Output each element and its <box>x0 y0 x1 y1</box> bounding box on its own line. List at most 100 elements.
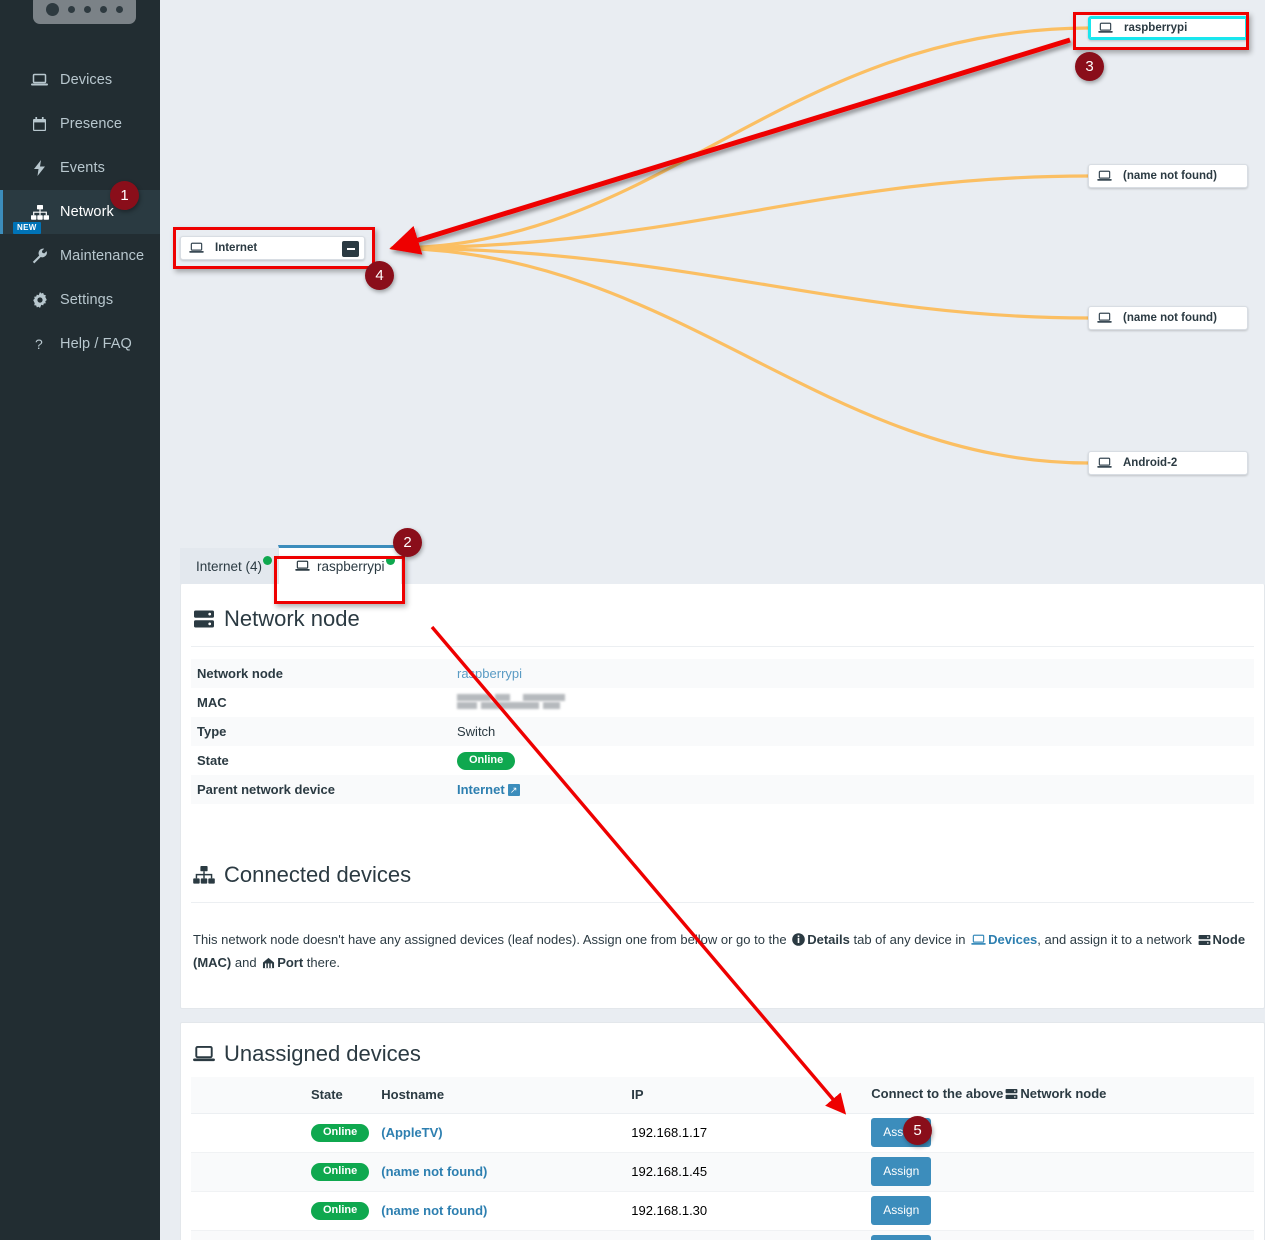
sidebar-item-help-faq[interactable]: ? Help / FAQ <box>0 322 160 366</box>
status-dot-online <box>385 556 395 565</box>
desc-part-2: tab of any device in <box>849 932 970 947</box>
collapse-button[interactable] <box>342 241 359 257</box>
laptop-icon <box>193 1045 215 1063</box>
heading-text: Connected devices <box>224 862 412 887</box>
table-row: Parent network device Internet ↗ <box>191 775 1254 804</box>
table-row: Online (name not found) 192.168.1.45 Ass… <box>191 1152 1254 1192</box>
row-value: raspberrypi <box>451 659 1254 688</box>
devices-link[interactable]: Devices <box>988 932 1038 947</box>
server-rack-icon <box>1198 931 1211 952</box>
cell-action: Assign <box>865 1152 1254 1192</box>
desc-part-3: , and assign it to a network <box>1037 932 1196 947</box>
gear-icon <box>30 292 49 309</box>
hostname-link[interactable]: (name not found) <box>381 1164 488 1179</box>
wrench-icon <box>30 248 49 265</box>
column-state: State <box>191 1077 376 1114</box>
unassigned-devices-table: State Hostname IP Connect to the above Ne… <box>191 1077 1254 1240</box>
logo-blurred-icon <box>33 0 136 24</box>
external-link-icon[interactable]: ↗ <box>507 784 520 796</box>
cell-state: Online <box>191 1230 376 1240</box>
row-key: Parent network device <box>197 782 335 797</box>
topology-node-unknown-2[interactable]: (name not found) <box>1088 306 1248 330</box>
new-badge: NEW <box>13 222 41 234</box>
app-logo[interactable] <box>0 0 160 42</box>
status-badge: Online <box>457 752 516 770</box>
topology-node-label: Android-2 <box>1123 457 1178 469</box>
laptop-icon <box>295 560 310 572</box>
sidebar: Devices Presence Events Network <box>0 0 160 1240</box>
assign-button[interactable]: Assign <box>871 1196 932 1225</box>
column-ip: IP <box>625 1077 866 1114</box>
topology-node-label: raspberrypi <box>1124 22 1188 34</box>
hostname-link[interactable]: (name not found) <box>381 1203 488 1218</box>
question-icon: ? <box>30 336 49 353</box>
svg-text:?: ? <box>35 336 43 352</box>
assign-button[interactable]: Assign <box>871 1235 932 1240</box>
topology-node-unknown-1[interactable]: (name not found) <box>1088 164 1248 188</box>
network-topology-map: Internet raspberrypi (name not found) <box>160 0 1265 530</box>
connected-devices-description: This network node doesn't have any assig… <box>181 903 1264 975</box>
column-hostname: Hostname <box>375 1077 626 1114</box>
row-value: Switch <box>457 724 496 739</box>
tab-raspberrypi[interactable]: raspberrypi <box>278 545 402 584</box>
row-key: Network node <box>197 666 283 681</box>
status-badge: Online <box>311 1124 370 1142</box>
row-value: Internet ↗ <box>451 775 1254 804</box>
cell-action: Assign <box>865 1113 1254 1153</box>
sidebar-item-settings[interactable]: Settings <box>0 278 160 322</box>
hostname-link[interactable]: (AppleTV) <box>381 1125 443 1140</box>
laptop-icon <box>1098 22 1113 34</box>
sidebar-item-label: Events <box>60 160 105 176</box>
cell-ip: 192.168.1.30 <box>625 1191 866 1231</box>
row-value: Online <box>451 746 1254 775</box>
topology-node-label: Internet <box>215 242 258 254</box>
column-connect: Connect to the above Network node <box>865 1077 1254 1114</box>
sidebar-item-presence[interactable]: Presence <box>0 102 160 146</box>
row-value <box>451 688 1254 717</box>
table-row: Online (name not found) 192.168.1.30 Ass… <box>191 1191 1254 1231</box>
divider <box>191 646 1254 647</box>
cell-action: Assign <box>865 1230 1254 1240</box>
heading-text: Network node <box>224 606 360 631</box>
main-content: Internet raspberrypi (name not found) <box>160 0 1265 1240</box>
logo-dot <box>116 5 123 13</box>
sidebar-item-label: Maintenance <box>60 248 145 264</box>
calendar-icon <box>30 116 49 133</box>
laptop-icon <box>189 242 204 254</box>
unassigned-devices-panel: Unassigned devices State Hostname IP Con… <box>180 1022 1265 1240</box>
assign-button[interactable]: Assign <box>871 1157 932 1186</box>
node-name-link[interactable]: raspberrypi <box>457 666 523 681</box>
laptop-icon <box>1097 170 1112 182</box>
topology-node-internet[interactable]: Internet <box>180 236 365 260</box>
bolt-icon <box>30 160 49 177</box>
network-node-panel: Network node Network node raspberrypi MA… <box>180 584 1265 1009</box>
cell-hostname: (name not found) <box>375 1152 626 1192</box>
sidebar-item-maintenance[interactable]: NEW Maintenance <box>0 222 160 278</box>
sidebar-item-label: Help / FAQ <box>60 336 132 352</box>
topology-node-raspberrypi[interactable]: raspberrypi <box>1088 16 1248 40</box>
sidebar-item-events[interactable]: Events <box>0 146 160 190</box>
network-node-heading: Network node <box>181 584 1264 632</box>
tab-internet[interactable]: Internet (4) <box>180 548 279 584</box>
connect-suffix: Network node <box>1020 1086 1107 1102</box>
desc-part-5: there. <box>303 955 341 971</box>
sidebar-item-label: Presence <box>60 116 123 132</box>
table-row: MAC <box>191 688 1254 717</box>
row-key: State <box>197 753 229 768</box>
sidebar-nav: Devices Presence Events Network <box>0 58 160 366</box>
row-key: MAC <box>197 695 227 710</box>
status-badge: Online <box>311 1202 370 1220</box>
parent-node-link[interactable]: Internet <box>457 782 505 797</box>
assign-button[interactable]: Assign <box>871 1118 932 1147</box>
logo-dot <box>100 5 107 13</box>
topology-node-android-2[interactable]: Android-2 <box>1088 451 1248 475</box>
sidebar-item-devices[interactable]: Devices <box>0 58 160 102</box>
sidebar-item-label: Devices <box>60 72 113 88</box>
laptop-icon <box>30 72 49 89</box>
cell-ip: 192.168.1.57 <box>625 1230 866 1240</box>
port-label: Port <box>277 955 304 971</box>
row-key: Type <box>197 724 227 739</box>
table-row: Online (name not found) 192.168.1.57 Ass… <box>191 1230 1254 1240</box>
laptop-icon <box>1097 312 1112 324</box>
mac-redacted-value <box>457 693 565 709</box>
